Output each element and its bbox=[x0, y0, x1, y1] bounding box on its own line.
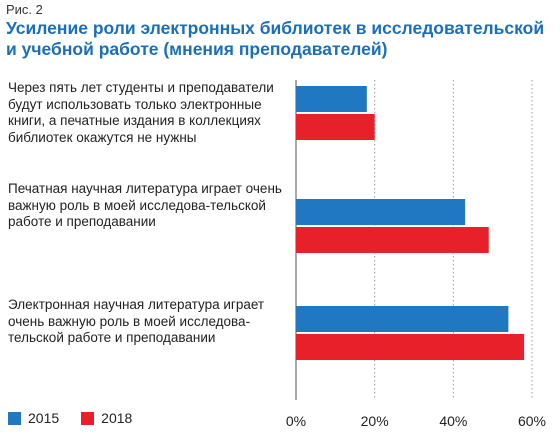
bar bbox=[296, 306, 509, 332]
legend-item: 2015 bbox=[8, 410, 59, 426]
figure-label: Рис. 2 bbox=[6, 2, 43, 17]
bar bbox=[296, 199, 466, 225]
x-tick-label: 40% bbox=[439, 413, 467, 429]
legend-swatch bbox=[8, 411, 21, 425]
bar bbox=[296, 227, 489, 253]
category-label: Через пять лет студенты и преподаватели … bbox=[8, 80, 274, 145]
x-tick-label: 20% bbox=[361, 413, 389, 429]
legend-swatch bbox=[81, 411, 95, 425]
bar bbox=[296, 114, 375, 140]
chart-title: Усиление роли электронных библиотек в ис… bbox=[6, 18, 545, 59]
legend-label: 2015 bbox=[28, 410, 60, 426]
legend-item: 2018 bbox=[81, 410, 132, 426]
category-label: Электронная научная литература играет оч… bbox=[8, 297, 265, 345]
chart-legend: 2015 2018 bbox=[8, 410, 154, 426]
legend-label: 2018 bbox=[101, 410, 133, 426]
bar bbox=[296, 86, 367, 112]
bar bbox=[296, 334, 525, 360]
category-label: Печатная научная литература играет очень… bbox=[8, 181, 282, 229]
x-tick-label: 0% bbox=[286, 413, 306, 429]
x-tick-label: 60% bbox=[518, 413, 546, 429]
